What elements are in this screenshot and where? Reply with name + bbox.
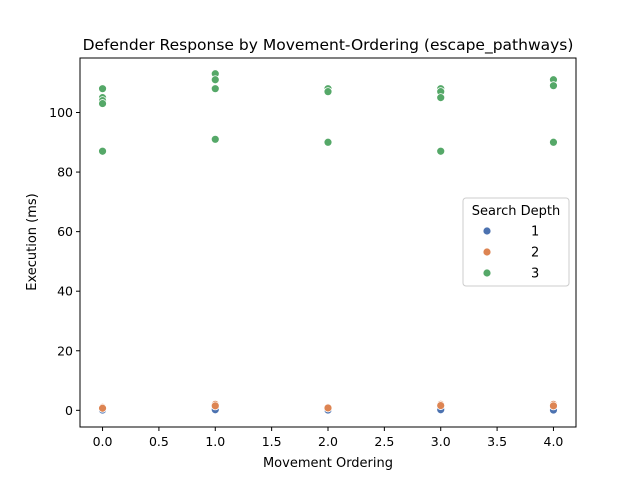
data-point-depth-2	[323, 403, 333, 413]
plot-area	[98, 69, 558, 415]
x-tick-label: 1.0	[205, 434, 225, 449]
legend-entries: 1 2 3	[482, 225, 539, 282]
data-point-depth-2	[436, 401, 446, 410]
y-tick-label: 60	[57, 224, 73, 239]
legend: Search Depth 1 2 3	[462, 197, 570, 287]
y-tick-label: 100	[49, 105, 73, 120]
data-point-depth-3	[210, 75, 220, 85]
data-point-depth-3	[436, 93, 446, 103]
x-axis-label: Movement Ordering	[263, 456, 393, 471]
legend-frame	[462, 197, 570, 287]
data-point-depth-3	[323, 137, 333, 147]
legend-title: Search Depth	[472, 204, 560, 219]
x-tick-label: 3.0	[431, 434, 451, 449]
data-point-depth-3	[98, 99, 107, 108]
data-point-depth-3	[210, 134, 220, 144]
data-point-depth-3	[323, 87, 333, 97]
legend-marker	[482, 268, 492, 278]
legend-label: 3	[531, 267, 539, 282]
y-axis-label: Execution (ms)	[25, 193, 40, 291]
x-tick-label: 4.0	[544, 434, 564, 449]
legend-marker	[482, 247, 492, 257]
y-axis: 0 20 40 60 80 100	[49, 105, 80, 418]
legend-label: 1	[531, 225, 539, 240]
x-tick-label: 1.5	[262, 434, 282, 449]
data-point-depth-3	[98, 84, 107, 94]
data-point-depth-3	[549, 81, 558, 91]
data-point-depth-3	[549, 137, 558, 147]
data-point-depth-2	[210, 401, 220, 411]
y-tick-label: 80	[57, 165, 73, 180]
legend-marker	[482, 226, 492, 236]
plot-frame	[79, 57, 577, 428]
x-tick-label: 3.5	[487, 434, 507, 449]
y-tick-label: 40	[57, 284, 73, 299]
y-tick-label: 0	[65, 403, 73, 418]
x-tick-label: 0.0	[93, 434, 113, 449]
legend-label: 2	[531, 246, 539, 261]
y-tick-label: 20	[57, 343, 73, 358]
data-point-depth-3	[436, 146, 446, 156]
chart-title: Defender Response by Movement-Ordering (…	[83, 36, 574, 55]
x-tick-label: 2.5	[374, 434, 394, 449]
x-axis: 0.0 0.5 1.0 1.5 2.0 2.5 3.0 3.5 4.0	[93, 427, 564, 449]
x-tick-label: 0.5	[149, 434, 169, 449]
data-point-depth-2	[549, 401, 558, 411]
x-tick-label: 2.0	[318, 434, 338, 449]
data-point-depth-3	[210, 84, 220, 94]
data-point-depth-2	[98, 403, 107, 413]
data-point-depth-3	[98, 146, 107, 156]
